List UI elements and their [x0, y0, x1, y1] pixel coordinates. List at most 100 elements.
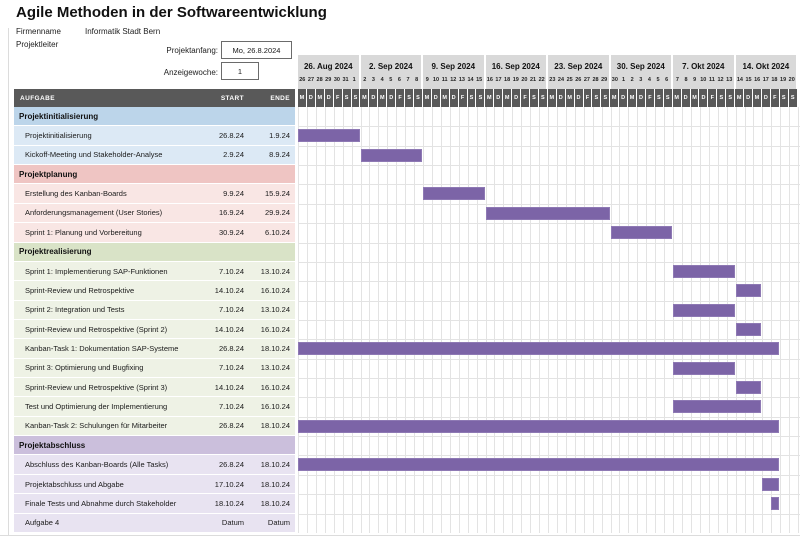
task-table: Projektinitialisierung Projektinitialisie… [14, 107, 295, 533]
company-value-cell[interactable]: Informatik Stadt Bern [85, 27, 161, 36]
day-number: 14 [736, 77, 743, 83]
task-end-cell[interactable]: Datum [267, 518, 290, 528]
task-name-cell[interactable]: Anforderungsmanagement (User Stories) [25, 208, 163, 218]
task-name-cell[interactable]: Projektinitialisierung [25, 131, 92, 141]
table-row: Kanban-Task 2: Schulungen für Mitarbeite… [14, 416, 295, 437]
task-start-cell[interactable]: 2.9.24 [223, 150, 244, 160]
task-name-cell[interactable]: Sprint-Review und Retrospektive (Sprint … [25, 382, 168, 392]
task-name-cell[interactable]: Sprint 1: Planung und Vorbereitung [25, 227, 142, 237]
task-name-cell[interactable]: Abschluss des Kanban-Boards (Alle Tasks) [25, 460, 169, 470]
weekday-letter: S [717, 89, 727, 107]
task-name-cell[interactable]: Projektabschluss und Abgabe [25, 479, 124, 489]
section-row: Projektrealisierung [14, 242, 295, 262]
task-start-cell[interactable]: 14.10.24 [214, 324, 244, 334]
weekday-letter: D [431, 89, 441, 107]
task-name-cell[interactable]: Sprint-Review und Retrospektive [25, 285, 135, 295]
day-number: 23 [549, 77, 556, 83]
task-name-cell[interactable]: Aufgabe 4 [25, 518, 60, 528]
manager-label: Projektleiter [16, 40, 59, 49]
task-name-cell[interactable]: Kanban-Task 2: Schulungen für Mitarbeite… [25, 421, 168, 431]
weekday-letter: M [503, 89, 513, 107]
task-start-cell[interactable]: 26.8.24 [218, 131, 244, 141]
task-start-cell[interactable]: Datum [221, 518, 244, 528]
task-name-cell[interactable]: Sprint 2: Integration und Tests [25, 305, 125, 315]
display-week-input[interactable]: 1 [221, 62, 259, 80]
week-day-numbers: 26 27 28 29 30 31 1 [298, 76, 359, 87]
gantt-bar [673, 264, 735, 278]
gantt-bar [298, 342, 780, 356]
task-start-cell[interactable]: 30.9.24 [218, 227, 244, 237]
task-end-cell[interactable]: 16.10.24 [260, 285, 290, 295]
task-end-cell[interactable]: 16.10.24 [260, 402, 290, 412]
task-end-cell[interactable]: 18.10.24 [260, 421, 290, 431]
grid-line-horizontal [298, 165, 800, 167]
project-start-input[interactable]: Mo, 26.8.2024 [221, 41, 292, 59]
task-start-cell[interactable]: 7.10.24 [218, 363, 244, 373]
day-number: 1 [352, 77, 356, 83]
task-start-cell[interactable]: 26.8.24 [218, 421, 244, 431]
weekday-letter: S [779, 89, 789, 107]
task-end-cell[interactable]: 13.10.24 [260, 363, 290, 373]
task-start-cell[interactable]: 17.10.24 [214, 479, 244, 489]
table-row: Projektabschluss und Abgabe 17.10.24 18.10… [14, 474, 295, 495]
task-end-cell[interactable]: 15.9.24 [264, 189, 290, 199]
task-end-cell[interactable]: 18.10.24 [260, 460, 290, 470]
weekday-letter: M [422, 89, 432, 107]
weekday-letter: D [512, 89, 522, 107]
task-name-cell[interactable]: Erstellung des Kanban-Boards [25, 189, 127, 199]
task-end-cell[interactable]: 18.10.24 [260, 479, 290, 489]
task-end-cell[interactable]: 6.10.24 [264, 227, 290, 237]
task-start-cell[interactable]: 26.8.24 [218, 343, 244, 353]
task-start-cell[interactable]: 14.10.24 [214, 285, 244, 295]
task-name-cell[interactable]: Kickoff-Meeting und Stakeholder-Analyse [25, 150, 163, 160]
timeline-week-header: 26. Aug 2024 26 27 28 29 30 31 1 2. Sep 2024 2 3 4 5… [298, 55, 800, 89]
weekday-letter: S [601, 89, 611, 107]
weekday-letter: S [351, 89, 361, 107]
task-end-cell[interactable]: 29.9.24 [264, 208, 290, 218]
task-end-cell[interactable]: 13.10.24 [260, 266, 290, 276]
week-day-numbers: 30 1 2 3 4 5 6 [611, 76, 672, 87]
task-start-cell[interactable]: 7.10.24 [218, 305, 244, 315]
task-start-cell[interactable]: 18.10.24 [214, 498, 244, 508]
gantt-bar [485, 206, 610, 220]
task-end-cell[interactable]: 16.10.24 [260, 324, 290, 334]
day-number: 18 [504, 77, 511, 83]
weekday-letter: M [672, 89, 682, 107]
task-start-cell[interactable]: 14.10.24 [214, 382, 244, 392]
task-end-cell[interactable]: 18.10.24 [260, 498, 290, 508]
gantt-bar [771, 497, 780, 511]
grid-line-horizontal [298, 223, 800, 225]
task-start-cell[interactable]: 16.9.24 [218, 208, 244, 218]
task-end-cell[interactable]: 1.9.24 [269, 131, 290, 141]
task-end-cell[interactable]: 18.10.24 [260, 343, 290, 353]
task-start-cell[interactable]: 7.10.24 [218, 266, 244, 276]
task-name-cell[interactable]: Sprint 1: Implementierung SAP-Funktionen [25, 266, 168, 276]
day-number: 14 [467, 77, 474, 83]
day-number: 1 [621, 77, 626, 83]
section-row: Projektinitialisierung [14, 107, 295, 127]
gantt-bar [298, 129, 360, 143]
task-end-cell[interactable]: 13.10.24 [260, 305, 290, 315]
weekday-letter: F [521, 89, 530, 107]
task-name-cell[interactable]: Sprint 3: Optimierung und Bugfixing [25, 363, 144, 373]
week-label: 26. Aug 2024 [303, 62, 353, 71]
task-name-cell[interactable]: Finale Tests und Abnahme durch Stakehold… [25, 498, 177, 508]
task-name-cell[interactable]: Test und Optimierung der Implementierung [25, 402, 168, 412]
day-number: 30 [333, 77, 340, 83]
display-week-label: Anzeigewoche: [163, 68, 218, 77]
task-end-cell[interactable]: 8.9.24 [269, 150, 290, 160]
task-start-cell[interactable]: 9.9.24 [223, 189, 244, 199]
weekday-letter: S [467, 89, 477, 107]
week-block: 14. Okt 2024 14 15 16 17 18 19 20 [735, 55, 797, 89]
table-row: Sprint 3: Optimierung und Bugfixing 7.10.… [14, 358, 295, 379]
task-start-cell[interactable]: 7.10.24 [218, 402, 244, 412]
task-name-cell[interactable]: Sprint-Review und Retrospektive (Sprint … [25, 324, 168, 334]
grid-line-horizontal [298, 513, 800, 515]
weekday-letter: M [440, 89, 450, 107]
weekday-letter: M [378, 89, 388, 107]
task-start-cell[interactable]: 26.8.24 [218, 460, 244, 470]
weekday-letter: D [556, 89, 566, 107]
task-name-cell[interactable]: Kanban-Task 1: Dokumentation SAP-Systeme [25, 343, 179, 353]
task-end-cell[interactable]: 16.10.24 [260, 382, 290, 392]
gantt-bar [673, 303, 735, 317]
